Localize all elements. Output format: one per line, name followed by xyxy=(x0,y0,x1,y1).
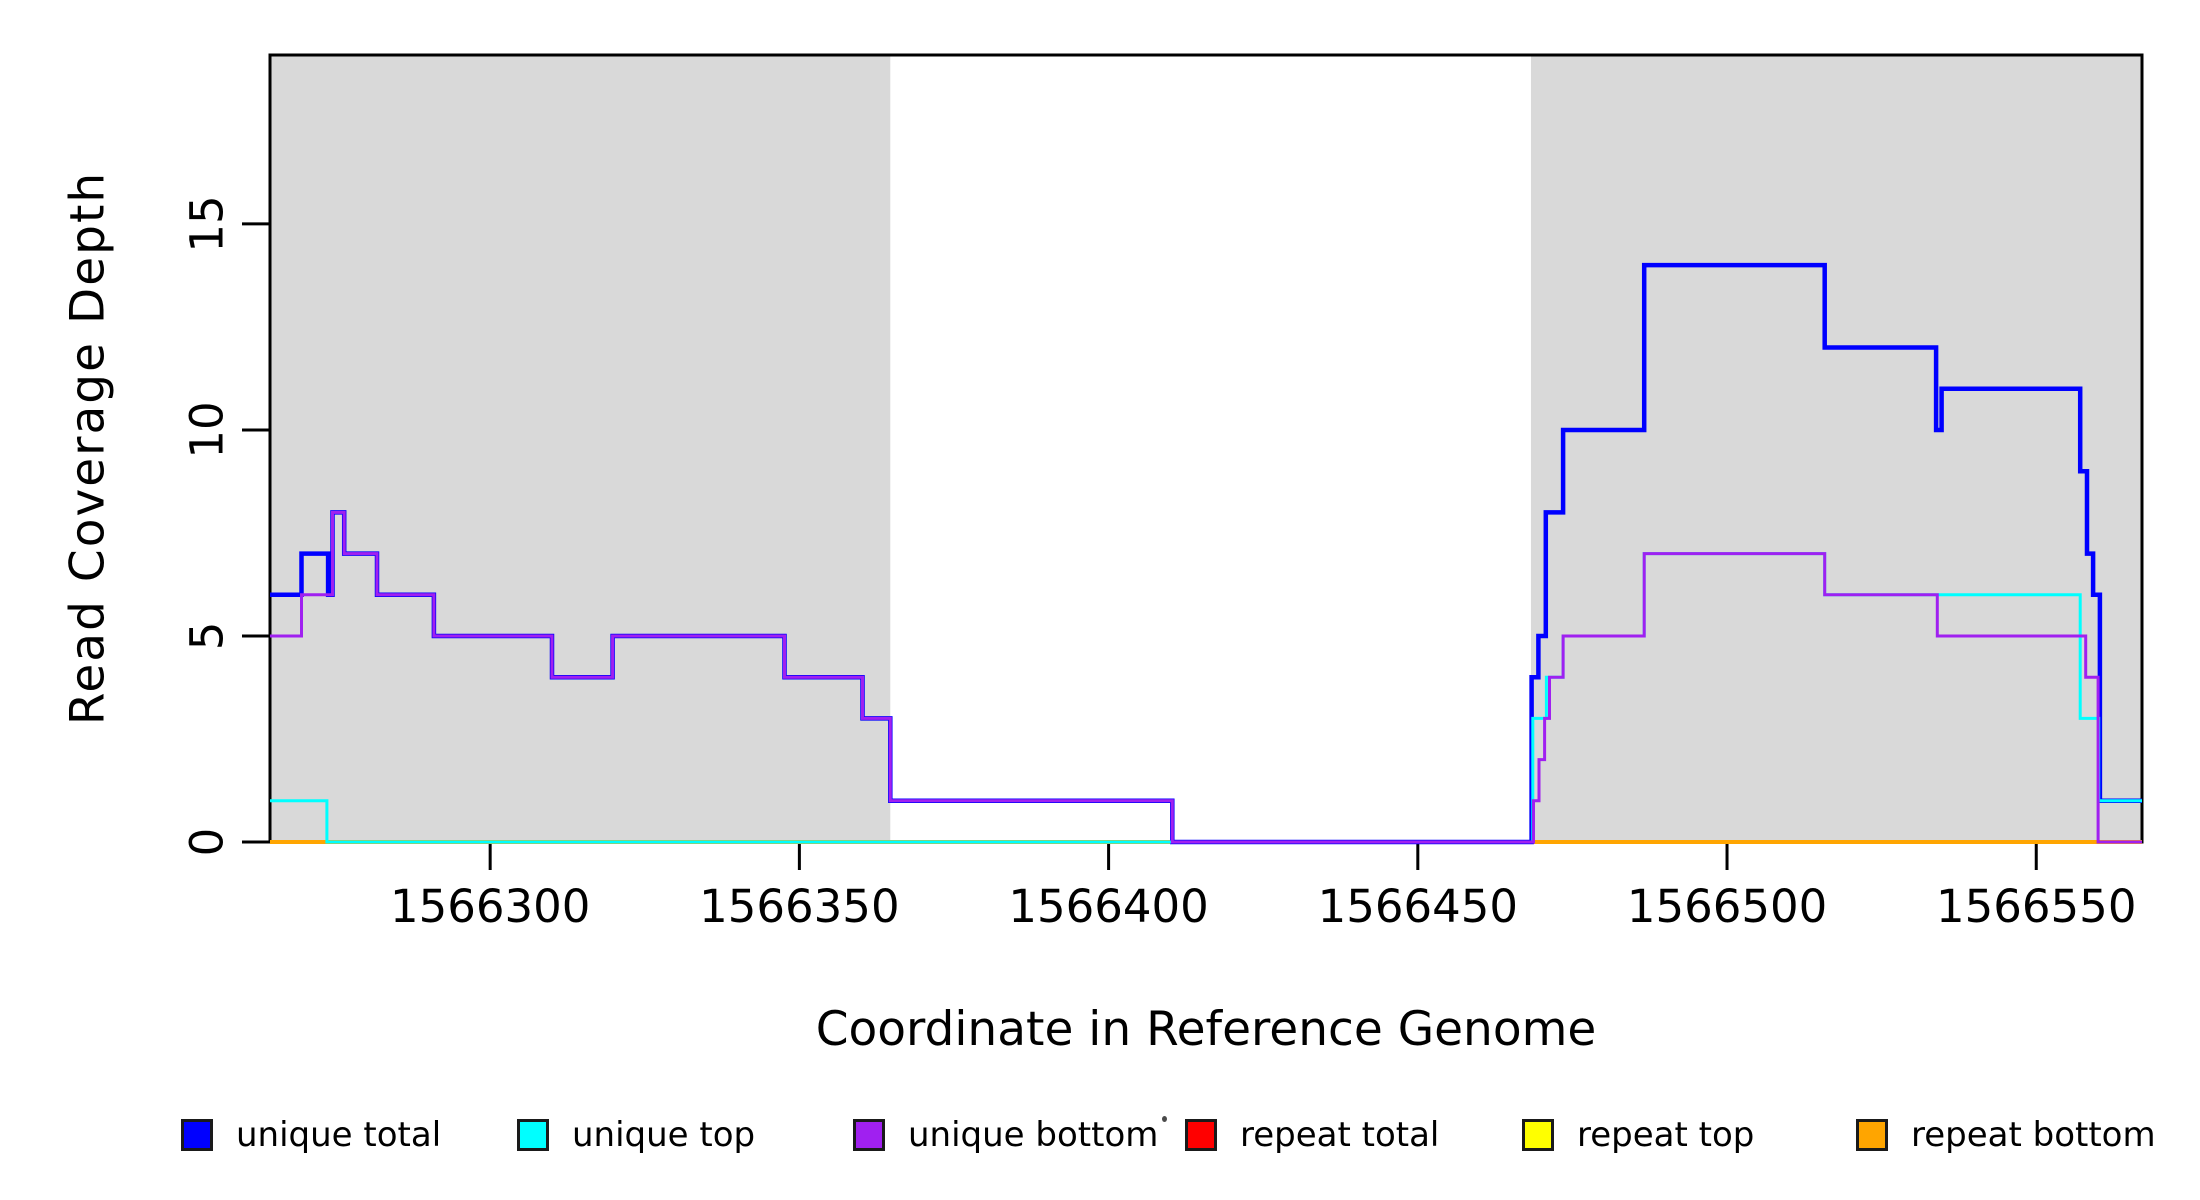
repeat-bottom-swatch-icon xyxy=(1856,1119,1888,1151)
repeat-top-swatch-icon xyxy=(1522,1119,1554,1151)
y-tick-label: 15 xyxy=(181,195,234,252)
repeat-region-right xyxy=(1530,55,2142,842)
legend-item-unique-total: unique total xyxy=(181,1114,441,1156)
y-tick-label: 5 xyxy=(181,622,234,651)
x-axis-title: Coordinate in Reference Genome xyxy=(815,1002,1597,1057)
legend-item-repeat-bottom: repeat bottom xyxy=(1856,1114,2156,1156)
legend-label: unique top xyxy=(572,1115,756,1155)
x-tick-label: 1566400 xyxy=(1008,880,1208,933)
legend-label: repeat top xyxy=(1577,1115,1755,1155)
repeat-region-left xyxy=(270,55,891,842)
stray-mark xyxy=(1162,1116,1167,1122)
unique-total-swatch-icon xyxy=(181,1119,213,1151)
series-unique-bottom xyxy=(270,510,2142,844)
y-tick-label: 0 xyxy=(181,828,234,857)
legend-label: repeat bottom xyxy=(1911,1115,2156,1155)
legend-item-repeat-total: repeat total xyxy=(1185,1114,1439,1156)
legend-label: repeat total xyxy=(1240,1115,1440,1155)
x-tick-label: 1566500 xyxy=(1627,880,1827,933)
x-tick-label: 1566300 xyxy=(390,880,590,933)
legend-item-unique-top: unique top xyxy=(517,1114,755,1156)
unique-top-swatch-icon xyxy=(517,1119,549,1151)
unique-bottom-swatch-icon xyxy=(853,1119,885,1151)
legend-label: unique total xyxy=(236,1115,442,1155)
repeat-total-swatch-icon xyxy=(1185,1119,1217,1151)
y-axis-title: Read Coverage Depth xyxy=(60,170,116,726)
x-tick-label: 1566350 xyxy=(699,880,899,933)
y-tick-label: 10 xyxy=(181,401,234,458)
legend-label: unique bottom xyxy=(908,1115,1159,1155)
x-tick-label: 1566450 xyxy=(1318,880,1518,933)
x-tick-label: 1566550 xyxy=(1936,880,2136,933)
legend-item-repeat-top: repeat top xyxy=(1522,1114,1754,1156)
legend-item-unique-bottom: unique bottom xyxy=(853,1114,1158,1156)
